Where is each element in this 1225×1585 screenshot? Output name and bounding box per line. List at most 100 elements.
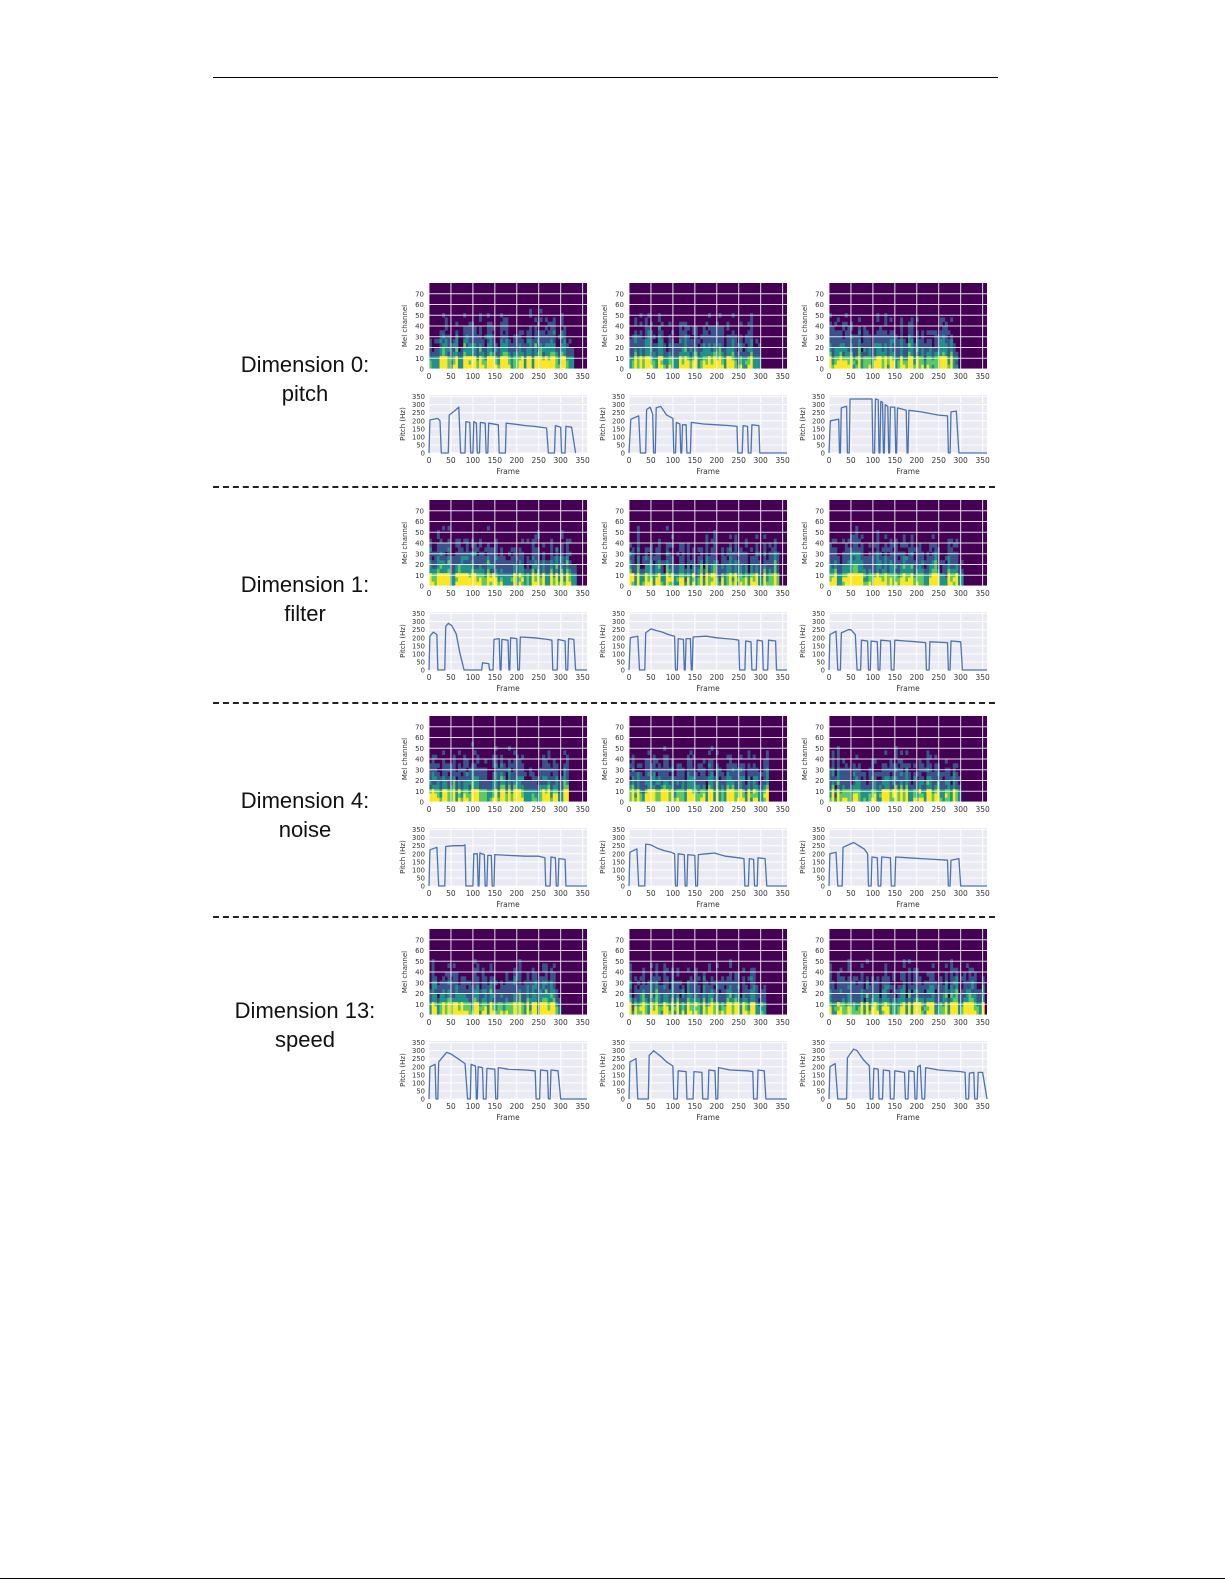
mel-cell — [429, 343, 432, 348]
mel-cell — [910, 555, 914, 561]
mel-cell — [644, 321, 648, 327]
pitch-background — [629, 828, 787, 886]
mel-cell — [934, 547, 938, 552]
pitch-ytick-label: 300 — [612, 618, 625, 626]
mel-cell — [773, 560, 777, 565]
mel-cell — [686, 754, 690, 760]
mel-cell — [731, 793, 735, 798]
mel-cell — [479, 347, 482, 353]
mel-cell — [444, 989, 448, 994]
mel-cell — [481, 776, 485, 781]
mel-cell — [529, 793, 532, 798]
mel-cell — [631, 784, 635, 790]
mel-cell — [434, 1006, 438, 1011]
mel-cell — [510, 784, 514, 790]
mel-cell — [547, 564, 551, 570]
mel-cell — [489, 364, 493, 370]
mel-cell — [844, 763, 848, 768]
mel-cell — [558, 581, 561, 587]
mel-cell — [665, 780, 669, 786]
mel-cell — [684, 343, 688, 348]
mel-cell — [750, 343, 754, 348]
mel-cell — [881, 577, 885, 582]
mel-cell — [489, 963, 493, 968]
mel-cell — [886, 780, 890, 786]
mel-cell — [550, 347, 554, 353]
mel-cell — [444, 343, 448, 348]
mel-cell — [505, 797, 509, 803]
mel-cell — [934, 347, 938, 353]
mel-cell — [518, 793, 522, 798]
mel-cell — [489, 984, 493, 990]
mel-cell — [429, 338, 432, 344]
mel-cell — [913, 364, 917, 370]
mel-cell — [855, 577, 859, 582]
mel-cell — [900, 759, 904, 764]
mel-cell — [773, 577, 777, 582]
mel-cell — [460, 784, 464, 790]
mel-cell — [881, 351, 885, 357]
mel-cell — [513, 771, 517, 777]
mel-cell — [744, 360, 748, 365]
mel-cell — [565, 560, 569, 565]
mel-cell — [723, 351, 727, 357]
mel-cell — [531, 797, 535, 803]
mel-cell — [457, 763, 461, 768]
mel-cell — [434, 568, 438, 574]
mel-cell — [894, 784, 898, 790]
mel-cell — [681, 560, 685, 565]
mel-cell — [836, 797, 840, 803]
mel-cell — [952, 351, 956, 357]
mel-cell — [442, 771, 446, 777]
mel-cell — [715, 347, 719, 353]
mel-cell — [439, 338, 443, 344]
mel-cell — [726, 793, 730, 798]
mel-cell — [739, 577, 743, 582]
mel-cell — [673, 564, 677, 570]
mel-cell — [452, 963, 456, 968]
mel-cell — [842, 759, 846, 764]
mel-cell — [429, 581, 432, 587]
mel-cell — [831, 780, 835, 786]
mel-cell — [952, 776, 956, 781]
mel-cell — [647, 759, 651, 764]
mel-cell — [450, 581, 453, 587]
mel-cell — [713, 330, 717, 335]
mel-cell — [518, 564, 522, 570]
mel-cell — [708, 771, 711, 777]
mel-cell — [942, 338, 946, 344]
mel-cell — [926, 338, 930, 344]
mel-cell — [942, 317, 946, 322]
mel-cell — [839, 776, 843, 781]
mel-cell — [850, 351, 853, 357]
mel-cell — [539, 351, 543, 357]
mel-cell — [910, 538, 914, 544]
mel-cell — [497, 793, 501, 798]
mel-cell — [834, 577, 838, 582]
mel-cell — [910, 343, 914, 348]
mel-cell — [497, 780, 501, 786]
mel-cell — [894, 547, 898, 552]
mel-cell — [655, 343, 659, 348]
mel-xtick-label: 300 — [754, 589, 769, 598]
mel-cell — [742, 797, 746, 803]
mel-cell — [834, 321, 838, 327]
mel-cell — [686, 564, 690, 570]
mel-cell — [829, 784, 832, 790]
mel-cell — [721, 784, 725, 790]
mel-cell — [731, 581, 735, 587]
mel-cell — [636, 763, 640, 768]
mel-cell — [850, 534, 853, 539]
mel-xtick-label: 300 — [754, 372, 769, 381]
mel-cell — [876, 317, 880, 322]
mel-cell — [873, 560, 877, 565]
mel-cell — [444, 338, 448, 344]
mel-cell — [484, 997, 488, 1003]
mel-cell — [750, 568, 754, 574]
mel-cell — [642, 793, 646, 798]
mel-cell — [481, 1010, 485, 1016]
xlabel: Frame — [496, 467, 520, 476]
mel-cell — [436, 560, 440, 565]
mel-cell — [489, 547, 493, 552]
